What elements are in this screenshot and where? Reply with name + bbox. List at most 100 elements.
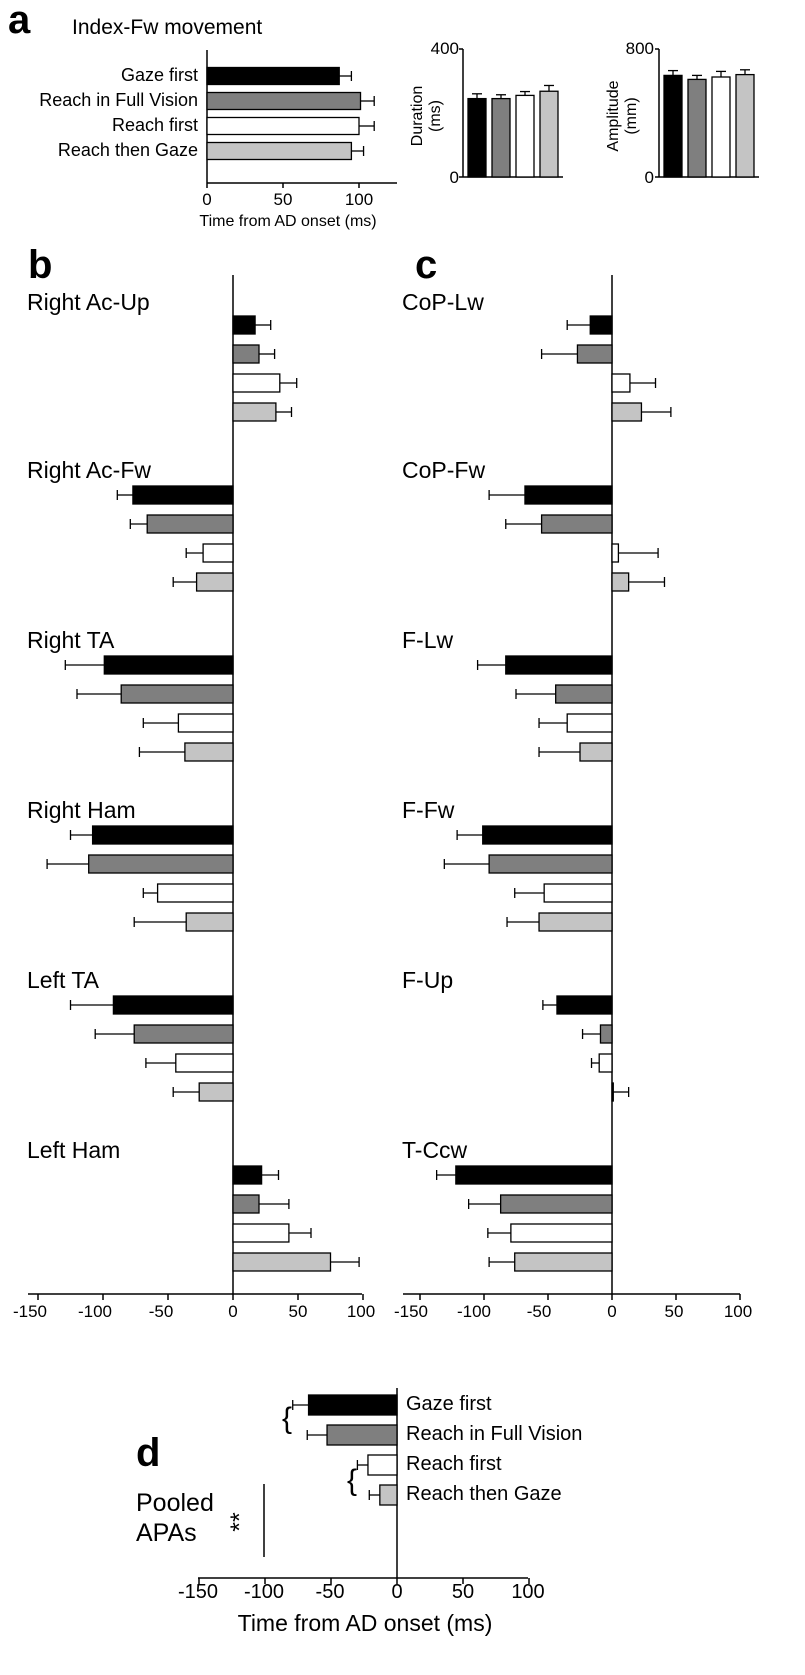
duration-bar-reach-first bbox=[515, 94, 535, 178]
a-xtick-0: 0 bbox=[202, 190, 211, 209]
c-t-ccw-bar-reach-then-gaze bbox=[514, 1252, 613, 1272]
d-bar-gaze-first bbox=[307, 1394, 398, 1416]
c-xtick-50: 50 bbox=[665, 1302, 684, 1321]
b-left-ham-bar-gaze-first bbox=[232, 1165, 263, 1185]
c-label-cop-fw: CoP-Fw bbox=[402, 457, 485, 483]
d-category-reach-full-vision: Reach in Full Vision bbox=[406, 1423, 582, 1445]
d-xtick-neg150: -150 bbox=[178, 1581, 218, 1603]
a-category-reach-full-vision: Reach in Full Vision bbox=[39, 90, 198, 110]
duration-ylabel: Duration bbox=[409, 86, 426, 146]
panel-label-c: c bbox=[415, 243, 437, 287]
panel-label-b: b bbox=[28, 243, 52, 287]
amplitude-ytick-0: 0 bbox=[645, 168, 654, 187]
b-xtick-100: 100 bbox=[347, 1302, 375, 1321]
a-xlabel: Time from AD onset (ms) bbox=[199, 213, 376, 230]
b-label-left-ham: Left Ham bbox=[27, 1137, 120, 1163]
d-xtick-50: 50 bbox=[452, 1581, 474, 1603]
c-cop-lw-bar-gaze-first bbox=[589, 315, 613, 335]
duration-ytick-400: 400 bbox=[431, 39, 459, 58]
c-f-up-bar-reach-then-gaze bbox=[611, 1082, 614, 1102]
c-f-up-bar-reach-first bbox=[598, 1053, 613, 1073]
d-xtick-neg50: -50 bbox=[316, 1581, 345, 1603]
c-cop-fw-bar-reach-full-vision bbox=[540, 514, 613, 534]
c-t-ccw-bar-reach-first bbox=[510, 1223, 613, 1243]
c-xtick-neg150: -150 bbox=[394, 1302, 428, 1321]
d-bar-reach-then-gaze bbox=[379, 1484, 398, 1506]
d-xlabel: Time from AD onset (ms) bbox=[238, 1610, 493, 1636]
b-left-ta-bar-reach-full-vision bbox=[133, 1024, 234, 1044]
b-label-left-ta: Left TA bbox=[27, 967, 100, 993]
c-label-f-lw: F-Lw bbox=[402, 627, 454, 653]
c-cop-fw-bar-reach-first bbox=[611, 543, 620, 563]
a-bar-reach-first bbox=[206, 116, 360, 136]
c-t-ccw-bar-gaze-first bbox=[455, 1165, 613, 1185]
d-brace-bottom: { bbox=[347, 1464, 357, 1497]
amplitude-chart bbox=[655, 48, 759, 178]
b-left-ham-bar-reach-first bbox=[232, 1223, 290, 1243]
amplitude-bar-reach-full-vision bbox=[687, 78, 707, 178]
d-significance-stars: ** bbox=[226, 1512, 254, 1532]
c-cop-lw-bar-reach-first bbox=[611, 373, 631, 393]
d-category-reach-then-gaze: Reach then Gaze bbox=[406, 1483, 562, 1505]
muscle-latency-chart bbox=[28, 275, 364, 1300]
a-xtick-100: 100 bbox=[345, 190, 373, 209]
c-label-cop-lw: CoP-Lw bbox=[402, 289, 484, 315]
duration-bar-reach-then-gaze bbox=[539, 90, 559, 178]
b-right-ac-fw-bar-reach-then-gaze bbox=[195, 572, 234, 592]
b-left-ta-bar-gaze-first bbox=[112, 995, 234, 1015]
d-pooled-label: Pooled bbox=[136, 1489, 214, 1517]
c-label-f-fw: F-Fw bbox=[402, 797, 455, 823]
d-xtick-0: 0 bbox=[391, 1581, 402, 1603]
b-right-ta-bar-reach-then-gaze bbox=[184, 742, 234, 762]
c-f-up-bar-reach-full-vision bbox=[599, 1024, 613, 1044]
panel-label-d: d bbox=[136, 1431, 160, 1475]
b-right-ac-up-bar-reach-full-vision bbox=[232, 344, 260, 364]
c-cop-fw-bar-reach-then-gaze bbox=[611, 572, 630, 592]
b-xtick-0: 0 bbox=[228, 1302, 237, 1321]
amplitude-bar-reach-then-gaze bbox=[735, 73, 755, 178]
b-right-ac-fw-bar-reach-full-vision bbox=[146, 514, 234, 534]
index-fw-latency-chart bbox=[206, 50, 397, 188]
a-bar-gaze-first bbox=[206, 66, 340, 86]
amplitude-bar-reach-first bbox=[711, 76, 731, 178]
b-right-ac-up-bar-reach-then-gaze bbox=[232, 402, 277, 422]
a-xtick-50: 50 bbox=[274, 190, 293, 209]
c-cop-lw-bar-reach-full-vision bbox=[576, 344, 613, 364]
b-left-ta-bar-reach-first bbox=[175, 1053, 234, 1073]
c-cop-lw-bar-reach-then-gaze bbox=[611, 402, 643, 422]
pooled-apa-chart bbox=[198, 1388, 530, 1584]
duration-bar-gaze-first bbox=[467, 97, 487, 178]
a-bar-reach-full-vision bbox=[206, 91, 362, 111]
duration-ytick-0: 0 bbox=[450, 168, 459, 187]
b-left-ham-bar-reach-then-gaze bbox=[232, 1252, 332, 1272]
b-xtick-neg150: -150 bbox=[13, 1302, 47, 1321]
c-xtick-neg50: -50 bbox=[527, 1302, 552, 1321]
c-f-fw-bar-reach-full-vision bbox=[488, 854, 613, 874]
b-label-right-ta: Right TA bbox=[27, 627, 115, 653]
c-f-up-bar-gaze-first bbox=[556, 995, 613, 1015]
b-xtick-neg100: -100 bbox=[78, 1302, 112, 1321]
a-category-reach-then-gaze: Reach then Gaze bbox=[58, 140, 198, 160]
duration-ylabel-unit: (ms) bbox=[427, 100, 444, 132]
amplitude-ylabel: Amplitude bbox=[605, 80, 622, 151]
amplitude-bar-gaze-first bbox=[663, 74, 683, 178]
d-apas-label: APAs bbox=[136, 1519, 197, 1547]
b-right-ta-bar-gaze-first bbox=[103, 655, 234, 675]
d-brace-top: { bbox=[282, 1402, 292, 1435]
b-xtick-neg50: -50 bbox=[149, 1302, 174, 1321]
b-left-ham-bar-reach-full-vision bbox=[232, 1194, 260, 1214]
d-xtick-100: 100 bbox=[511, 1581, 544, 1603]
b-right-ta-bar-reach-first bbox=[177, 713, 234, 733]
b-right-ac-fw-bar-reach-first bbox=[202, 543, 234, 563]
b-right-ac-up-bar-reach-first bbox=[232, 373, 281, 393]
b-right-ac-fw-bar-gaze-first bbox=[132, 485, 234, 505]
d-category-reach-first: Reach first bbox=[406, 1453, 502, 1475]
b-xtick-50: 50 bbox=[289, 1302, 308, 1321]
b-right-ac-up-bar-gaze-first bbox=[232, 315, 256, 335]
c-f-lw-bar-reach-first bbox=[566, 713, 613, 733]
panel-a-title: Index-Fw movement bbox=[72, 16, 262, 39]
panel-label-a: a bbox=[8, 0, 31, 42]
d-bar-reach-first bbox=[367, 1454, 398, 1476]
c-cop-fw-bar-gaze-first bbox=[524, 485, 613, 505]
